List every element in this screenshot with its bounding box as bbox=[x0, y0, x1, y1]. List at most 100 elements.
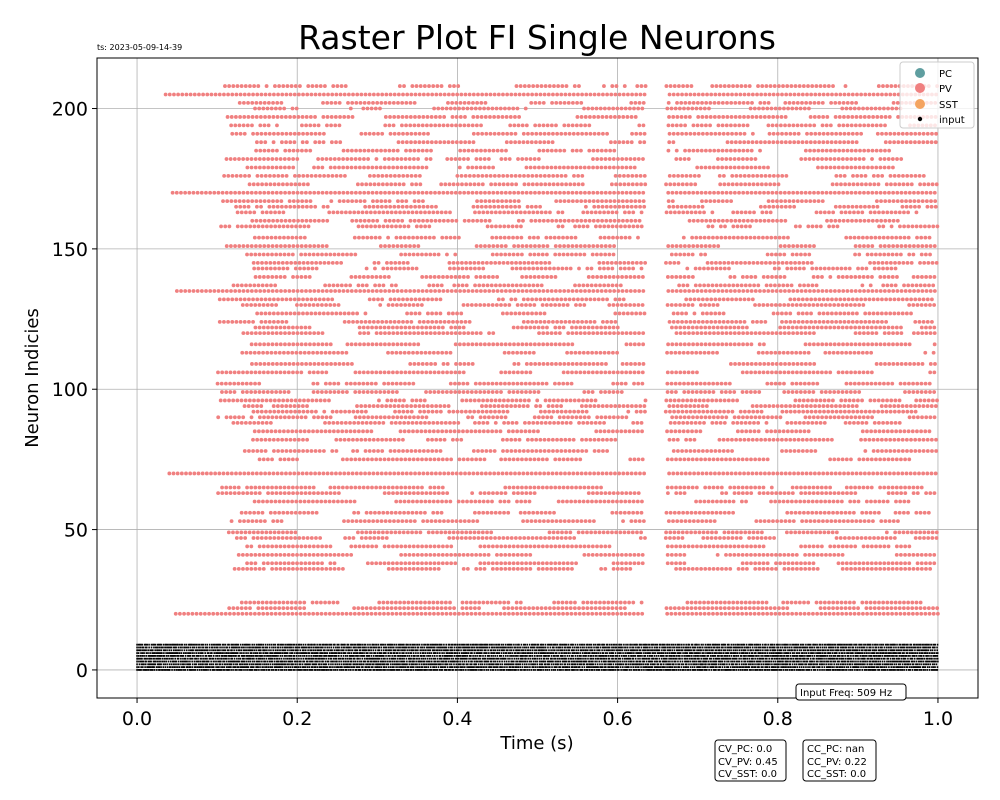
pv-spike bbox=[833, 471, 838, 476]
pv-spike bbox=[339, 261, 344, 265]
pv-spike bbox=[549, 331, 554, 335]
pv-spike bbox=[550, 437, 555, 442]
pv-spike bbox=[577, 421, 581, 425]
pv-spike bbox=[513, 437, 518, 442]
pv-spike bbox=[753, 415, 758, 420]
pv-spike bbox=[357, 381, 362, 386]
pv-spike bbox=[424, 552, 429, 557]
pv-spike bbox=[277, 600, 282, 605]
pv-spike bbox=[249, 491, 254, 495]
pv-spike bbox=[815, 381, 820, 386]
pv-spike bbox=[317, 311, 322, 316]
pv-spike bbox=[900, 449, 905, 453]
pv-spike bbox=[261, 544, 266, 549]
pv-spike bbox=[430, 409, 435, 414]
pv-spike bbox=[239, 283, 244, 288]
pv-spike bbox=[427, 350, 432, 355]
pv-spike bbox=[545, 289, 550, 293]
pv-spike bbox=[686, 381, 691, 386]
pv-spike bbox=[389, 266, 394, 271]
pv-spike bbox=[825, 319, 830, 324]
pv-spike bbox=[838, 409, 843, 414]
pv-spike bbox=[570, 485, 574, 490]
pv-spike bbox=[676, 261, 681, 265]
pv-spike bbox=[353, 275, 358, 279]
pv-spike bbox=[301, 409, 306, 414]
pv-spike bbox=[364, 510, 369, 515]
pv-spike bbox=[904, 404, 909, 408]
pv-spike bbox=[451, 437, 455, 442]
pv-spike bbox=[932, 561, 937, 566]
pv-spike bbox=[530, 319, 535, 324]
pv-spike bbox=[861, 457, 866, 462]
pv-spike bbox=[853, 485, 858, 490]
pv-spike bbox=[735, 600, 740, 605]
pv-spike bbox=[794, 566, 799, 571]
pv-spike bbox=[922, 398, 927, 403]
pv-spike bbox=[269, 283, 273, 288]
pv-spike bbox=[692, 404, 697, 408]
pv-spike bbox=[434, 319, 439, 324]
pv-spike bbox=[505, 261, 510, 265]
pv-spike bbox=[921, 404, 926, 408]
pv-spike bbox=[836, 415, 841, 420]
pv-spike bbox=[490, 381, 495, 386]
pv-spike bbox=[452, 421, 457, 425]
pv-spike bbox=[930, 398, 935, 403]
pv-spike bbox=[266, 342, 271, 347]
pv-spike bbox=[289, 409, 293, 414]
pv-spike bbox=[522, 261, 527, 265]
pv-spike bbox=[486, 561, 491, 566]
pv-spike bbox=[590, 544, 595, 549]
pv-spike bbox=[413, 449, 418, 453]
pv-spike bbox=[853, 370, 858, 375]
pv-spike bbox=[614, 510, 619, 515]
pv-spike bbox=[928, 362, 933, 366]
pv-spike bbox=[836, 457, 841, 462]
pv-spike bbox=[502, 283, 507, 288]
pv-spike bbox=[685, 606, 690, 611]
pv-spike bbox=[802, 266, 806, 271]
pv-spike bbox=[239, 606, 244, 611]
pv-spike bbox=[735, 429, 740, 434]
pv-spike bbox=[627, 510, 631, 515]
pv-spike bbox=[573, 350, 578, 355]
pv-spike bbox=[515, 303, 520, 307]
pv-spike bbox=[763, 471, 767, 476]
pv-spike bbox=[487, 415, 491, 420]
pv-spike bbox=[323, 283, 328, 288]
pv-spike bbox=[420, 561, 424, 566]
pv-spike bbox=[785, 499, 790, 504]
pv-spike bbox=[618, 266, 623, 271]
pv-spike bbox=[763, 536, 768, 540]
pv-spike bbox=[668, 530, 673, 535]
pv-spike bbox=[663, 409, 668, 414]
pv-spike bbox=[447, 261, 452, 265]
pv-spike bbox=[641, 519, 646, 524]
pv-spike bbox=[731, 606, 736, 611]
pv-spike bbox=[775, 471, 780, 476]
pv-spike bbox=[677, 350, 682, 355]
pv-spike bbox=[611, 370, 616, 375]
pv-spike bbox=[823, 303, 828, 307]
pv-spike bbox=[436, 350, 440, 355]
pv-spike bbox=[227, 398, 231, 403]
pv-spike bbox=[684, 449, 689, 453]
pv-spike bbox=[633, 519, 638, 524]
pv-spike bbox=[261, 561, 266, 566]
pv-spike bbox=[531, 350, 536, 355]
pv-spike bbox=[919, 429, 923, 434]
pv-spike bbox=[245, 390, 249, 394]
pv-spike bbox=[470, 491, 475, 495]
pv-spike bbox=[490, 390, 495, 394]
pv-spike bbox=[266, 491, 270, 495]
pv-spike bbox=[243, 398, 248, 403]
pv-spike bbox=[357, 485, 362, 490]
pv-spike bbox=[418, 530, 423, 535]
pv-spike bbox=[215, 381, 220, 386]
pv-spike bbox=[807, 485, 812, 490]
pv-spike bbox=[789, 421, 794, 425]
pv-spike bbox=[799, 544, 803, 549]
pv-spike bbox=[674, 552, 678, 557]
pv-spike bbox=[532, 491, 537, 495]
